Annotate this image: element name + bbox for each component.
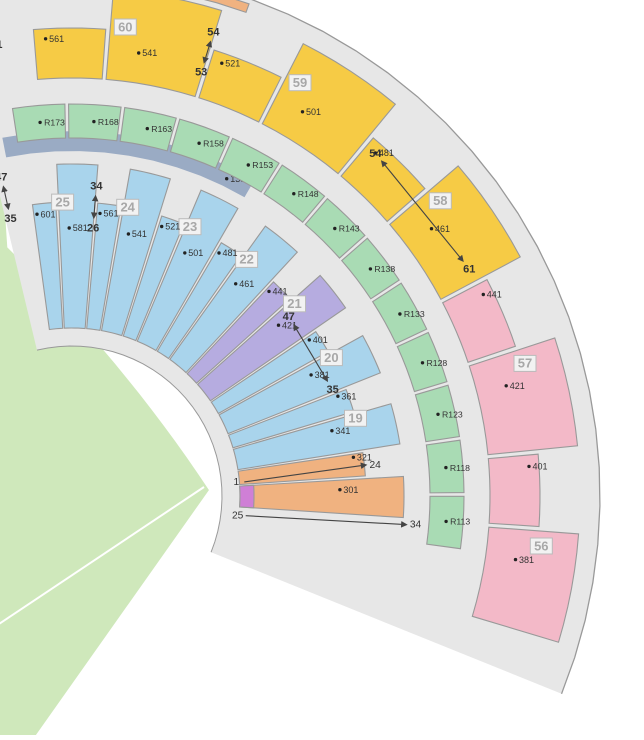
svg-text:R163: R163 xyxy=(151,124,172,134)
svg-text:53: 53 xyxy=(195,67,207,79)
svg-text:501: 501 xyxy=(188,248,203,258)
svg-text:24: 24 xyxy=(120,200,135,215)
svg-text:481: 481 xyxy=(223,248,238,258)
svg-text:561: 561 xyxy=(49,34,64,44)
svg-text:R118: R118 xyxy=(450,463,470,473)
svg-text:59: 59 xyxy=(293,75,307,90)
svg-text:R158: R158 xyxy=(203,138,224,148)
svg-text:R173: R173 xyxy=(44,118,65,128)
svg-text:47: 47 xyxy=(0,171,7,183)
svg-text:441: 441 xyxy=(273,287,288,297)
svg-text:R128: R128 xyxy=(427,358,448,368)
svg-text:501: 501 xyxy=(306,107,321,117)
svg-text:1: 1 xyxy=(233,477,239,488)
svg-text:441: 441 xyxy=(487,290,502,300)
svg-text:561: 561 xyxy=(104,209,119,219)
svg-text:25: 25 xyxy=(55,194,69,209)
svg-text:521: 521 xyxy=(165,222,180,232)
svg-text:51: 51 xyxy=(0,39,3,51)
svg-text:57: 57 xyxy=(518,356,532,371)
svg-text:401: 401 xyxy=(533,462,548,472)
svg-text:521: 521 xyxy=(225,58,240,68)
svg-text:20: 20 xyxy=(324,350,338,365)
svg-text:21: 21 xyxy=(287,296,301,311)
svg-text:35: 35 xyxy=(4,213,16,225)
svg-text:60: 60 xyxy=(118,19,132,34)
svg-text:25: 25 xyxy=(232,511,244,522)
svg-text:54: 54 xyxy=(207,27,220,39)
svg-text:54: 54 xyxy=(369,148,382,160)
svg-text:22: 22 xyxy=(239,252,253,267)
svg-text:R153: R153 xyxy=(252,160,273,170)
svg-text:R148: R148 xyxy=(298,189,319,199)
svg-text:34: 34 xyxy=(90,181,103,193)
svg-text:541: 541 xyxy=(142,48,157,58)
svg-text:341: 341 xyxy=(335,426,350,436)
svg-text:26: 26 xyxy=(87,222,99,234)
svg-text:R138: R138 xyxy=(374,264,395,274)
svg-text:361: 361 xyxy=(341,391,356,401)
svg-text:581: 581 xyxy=(73,223,88,233)
svg-text:47: 47 xyxy=(283,311,295,323)
svg-text:58: 58 xyxy=(433,193,447,208)
svg-text:R143: R143 xyxy=(339,224,360,234)
svg-text:R123: R123 xyxy=(442,410,463,420)
svg-text:34: 34 xyxy=(410,520,422,531)
svg-text:381: 381 xyxy=(519,555,534,565)
svg-text:56: 56 xyxy=(534,538,548,553)
svg-text:421: 421 xyxy=(510,381,525,391)
svg-text:301: 301 xyxy=(343,485,358,495)
svg-text:24: 24 xyxy=(370,460,382,471)
svg-text:19: 19 xyxy=(348,411,362,426)
svg-text:23: 23 xyxy=(183,219,197,234)
svg-text:35: 35 xyxy=(326,384,338,396)
svg-text:R133: R133 xyxy=(404,309,425,319)
svg-text:541: 541 xyxy=(132,229,147,239)
svg-text:R113: R113 xyxy=(450,517,470,527)
svg-text:61: 61 xyxy=(463,263,475,275)
svg-text:401: 401 xyxy=(313,335,328,345)
svg-text:461: 461 xyxy=(239,279,254,289)
svg-text:601: 601 xyxy=(41,209,56,219)
svg-text:R168: R168 xyxy=(98,117,119,127)
